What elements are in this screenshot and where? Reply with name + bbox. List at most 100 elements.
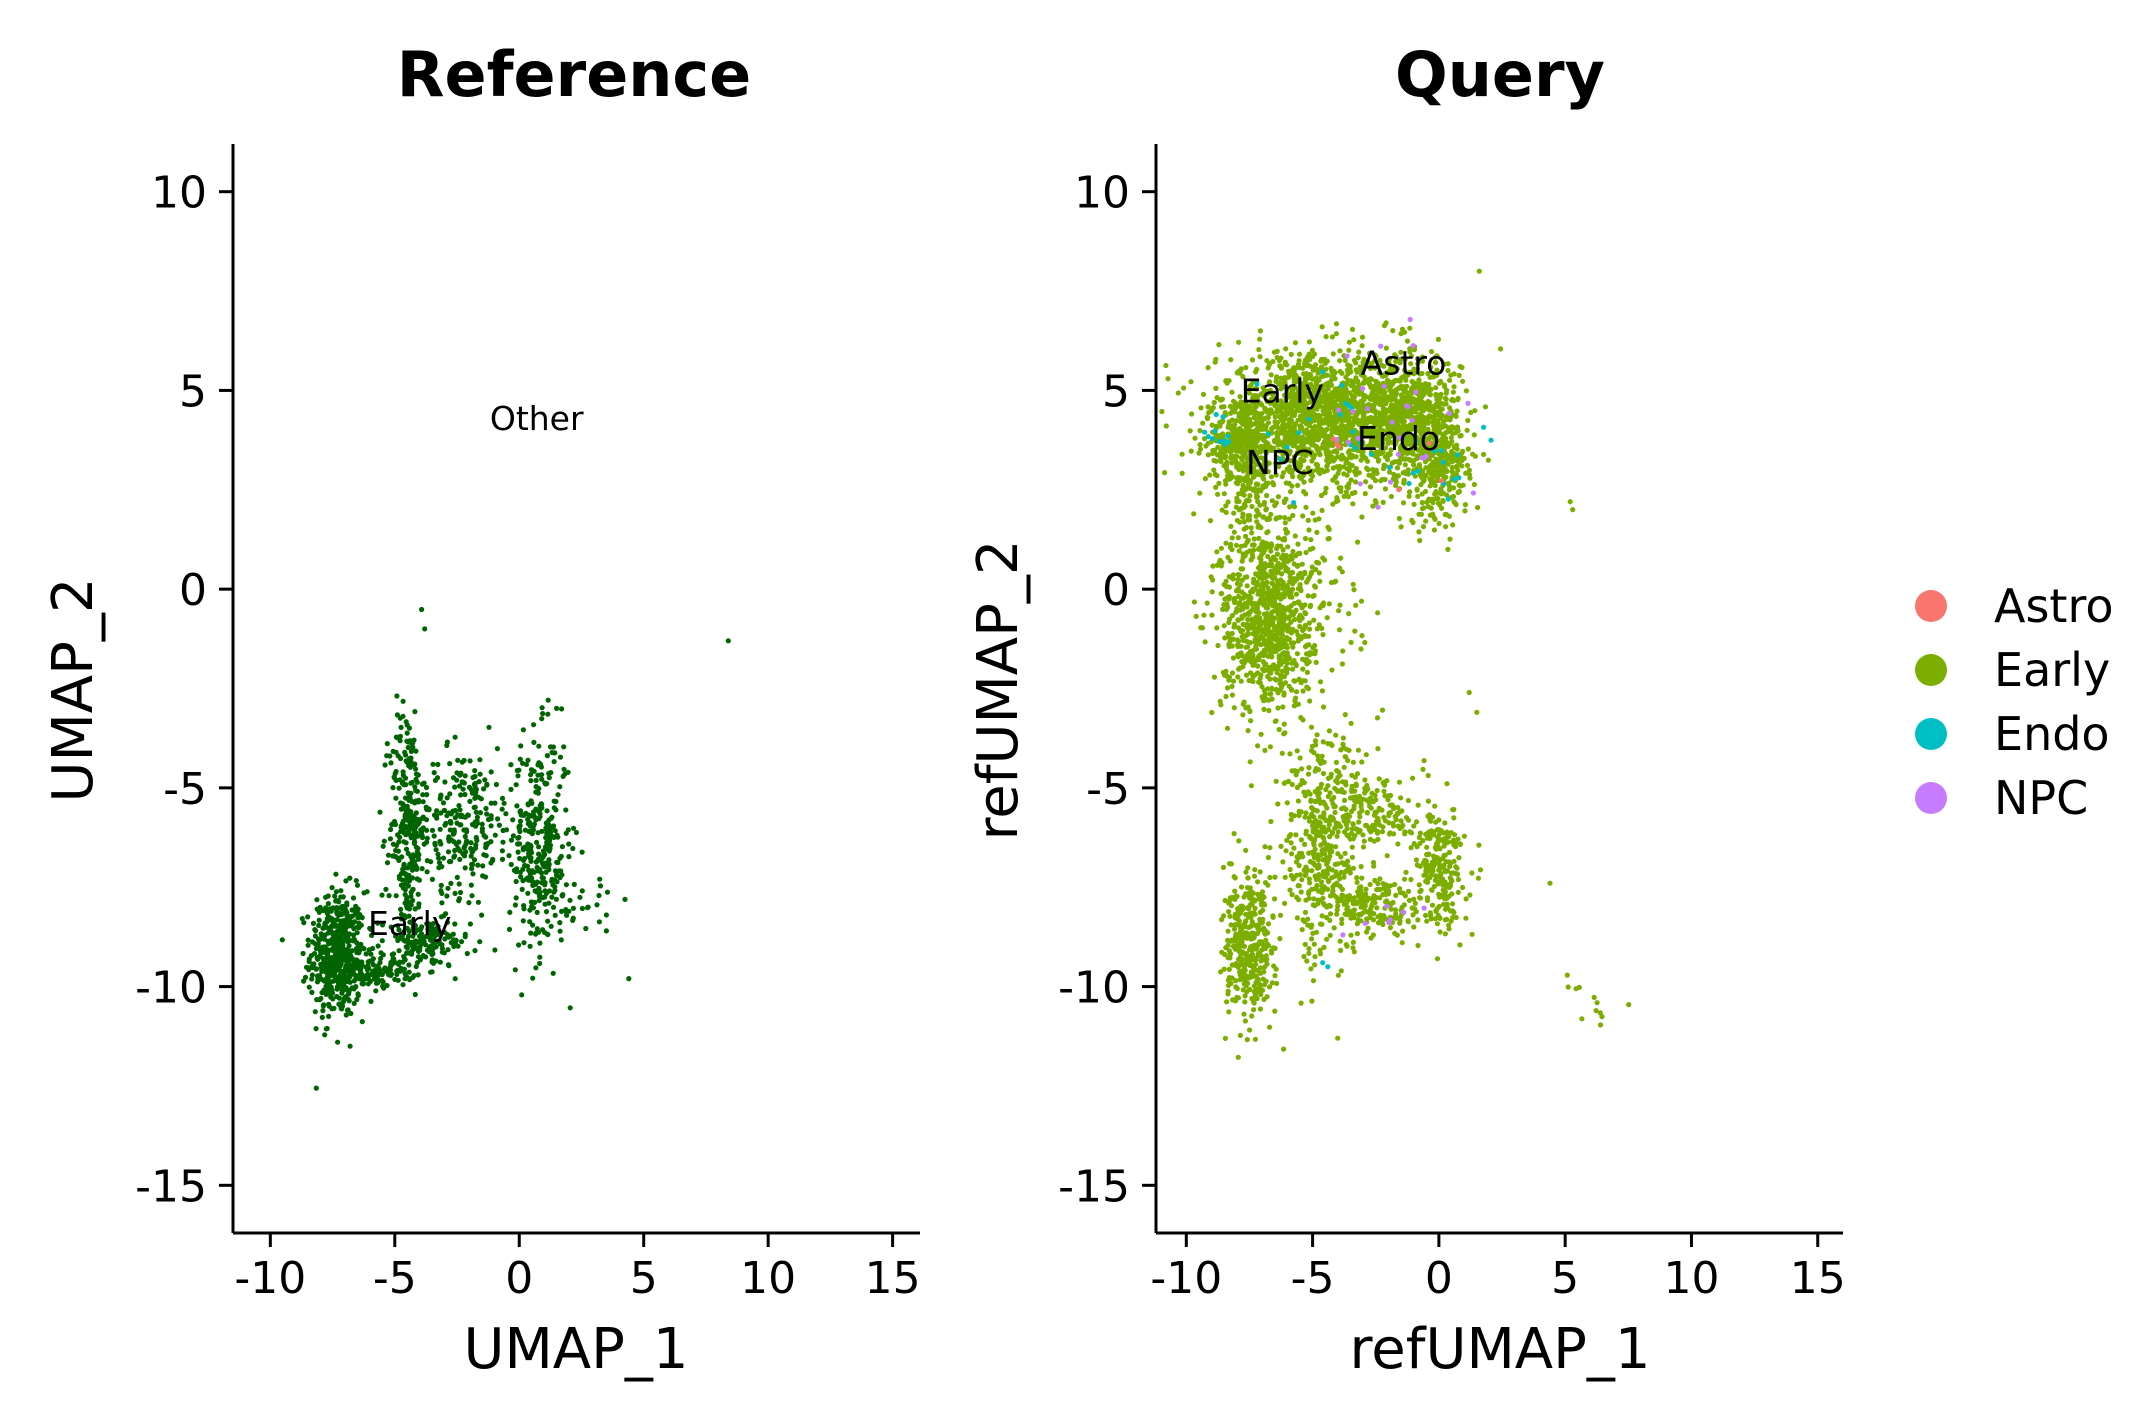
reference-data-point xyxy=(330,996,336,1002)
reference-data-point xyxy=(335,1039,341,1045)
reference-data-point xyxy=(299,916,305,922)
reference-data-point xyxy=(493,781,499,788)
reference-data-point xyxy=(477,939,483,945)
reference-data-point xyxy=(515,773,521,779)
query-data-point xyxy=(1230,429,1236,435)
reference-data-point xyxy=(550,904,557,910)
query-data-point xyxy=(1238,433,1244,440)
reference-data-point xyxy=(533,965,539,971)
reference-data-point xyxy=(396,927,402,933)
reference-data-point xyxy=(404,950,410,956)
reference-data-point xyxy=(334,917,340,923)
reference-data-point xyxy=(410,887,416,893)
query-data-point xyxy=(1241,492,1247,498)
reference-data-point xyxy=(536,844,542,850)
reference-y-tick-label: 10 xyxy=(151,168,207,219)
query-data-point xyxy=(1237,506,1244,512)
reference-data-point xyxy=(539,828,545,834)
query-data-point xyxy=(1204,600,1210,606)
reference-data-point xyxy=(467,798,473,805)
query-data-point xyxy=(1372,477,1379,484)
query-data-point xyxy=(1481,451,1487,457)
reference-data-point xyxy=(579,905,586,912)
reference-data-point xyxy=(396,948,402,954)
query-data-point xyxy=(1449,464,1455,470)
query-data-point xyxy=(1248,718,1254,724)
reference-data-point xyxy=(515,841,521,847)
reference-data-point xyxy=(336,981,342,987)
query-data-point xyxy=(1249,503,1255,510)
reference-data-point xyxy=(365,976,372,982)
reference-data-point xyxy=(364,889,370,895)
reference-data-point xyxy=(329,916,335,922)
query-data-point xyxy=(1394,465,1401,471)
query-data-point xyxy=(1235,474,1241,481)
query-data-point xyxy=(1456,372,1462,378)
reference-data-point xyxy=(543,869,549,875)
query-data-point xyxy=(1292,340,1298,346)
reference-data-point xyxy=(557,928,563,934)
reference-data-point xyxy=(398,906,404,913)
query-data-point xyxy=(1460,378,1466,384)
query-data-point xyxy=(1319,426,1325,432)
reference-data-point xyxy=(416,933,423,939)
reference-data-point xyxy=(431,770,437,776)
reference-data-point xyxy=(411,973,417,979)
reference-data-point xyxy=(313,1085,319,1091)
reference-data-point xyxy=(450,831,456,837)
reference-data-point xyxy=(436,855,442,861)
reference-data-point xyxy=(603,912,610,918)
query-data-point xyxy=(1429,461,1435,468)
reference-data-point xyxy=(357,976,363,982)
query-data-point xyxy=(1229,389,1235,395)
query-data-point xyxy=(1297,380,1303,386)
reference-data-point xyxy=(416,797,422,803)
reference-data-point xyxy=(355,991,361,997)
query-data-point xyxy=(1254,494,1260,501)
query-data-point xyxy=(1367,396,1373,402)
query-data-point xyxy=(1428,505,1434,511)
query-data-point xyxy=(1332,456,1338,462)
query-data-point xyxy=(1389,390,1395,396)
reference-data-point xyxy=(404,905,410,911)
query-data-point xyxy=(1466,467,1472,473)
reference-data-point xyxy=(314,973,321,979)
query-data-point xyxy=(1162,470,1168,476)
reference-data-point xyxy=(407,861,413,867)
reference-data-point xyxy=(319,945,326,951)
reference-data-point xyxy=(406,913,412,919)
query-data-point xyxy=(1315,435,1321,442)
query-data-point xyxy=(1243,365,1249,371)
reference-data-point xyxy=(533,930,539,936)
reference-data-point xyxy=(420,792,426,798)
query-data-point xyxy=(1383,320,1389,326)
reference-data-point xyxy=(546,775,552,781)
reference-data-point xyxy=(428,969,434,975)
query-data-point xyxy=(1329,376,1335,383)
reference-data-point xyxy=(393,933,399,939)
reference-data-point xyxy=(410,926,416,932)
reference-data-point xyxy=(328,961,334,968)
query-data-point xyxy=(1396,408,1402,414)
reference-data-point xyxy=(398,882,404,888)
reference-data-point xyxy=(338,894,344,900)
reference-data-point xyxy=(314,897,320,903)
reference-data-point xyxy=(380,979,386,985)
reference-data-point xyxy=(535,830,541,836)
query-data-point xyxy=(1230,446,1236,452)
reference-data-point xyxy=(406,828,412,834)
query-data-point xyxy=(1163,423,1169,429)
query-data-point xyxy=(1411,462,1417,468)
reference-data-point xyxy=(379,922,386,928)
query-data-point xyxy=(1431,527,1437,533)
query-data-point xyxy=(1254,508,1260,514)
reference-data-point xyxy=(434,775,441,781)
reference-data-point xyxy=(503,811,509,817)
reference-data-point xyxy=(531,813,537,820)
reference-data-point xyxy=(483,844,489,851)
reference-data-point xyxy=(442,936,448,942)
reference-data-point xyxy=(361,946,367,952)
reference-data-point xyxy=(404,730,410,736)
reference-data-point xyxy=(459,779,465,785)
reference-data-point xyxy=(355,945,361,951)
